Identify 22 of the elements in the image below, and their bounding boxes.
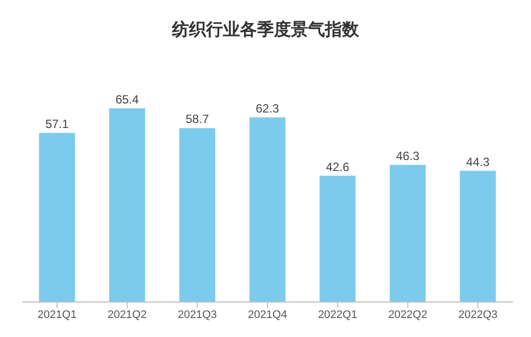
x-tick-label: 2022Q1 [318, 308, 358, 321]
bar [320, 176, 356, 302]
data-label: 44.3 [466, 154, 490, 169]
data-label: 62.3 [256, 101, 280, 116]
bar [39, 132, 75, 302]
data-label: 46.3 [396, 148, 420, 163]
x-tick-label: 2022Q3 [458, 308, 498, 321]
chart-title: 纺织行业各季度景气指数 [170, 19, 360, 41]
data-label: 57.1 [45, 116, 69, 131]
data-label: 65.4 [115, 92, 140, 106]
bar [390, 164, 426, 302]
bar [179, 128, 216, 302]
bar [460, 170, 496, 302]
data-label: 58.7 [186, 112, 210, 126]
x-tick-label: 2021Q4 [248, 308, 288, 321]
data-label: 42.6 [326, 160, 350, 174]
x-tick-label: 2021Q2 [108, 308, 147, 321]
bar [249, 117, 286, 302]
bar [109, 108, 146, 302]
x-tick-label: 2021Q3 [178, 308, 217, 321]
x-tick-label: 2022Q2 [388, 308, 428, 321]
x-tick-label: 2021Q1 [37, 308, 77, 321]
